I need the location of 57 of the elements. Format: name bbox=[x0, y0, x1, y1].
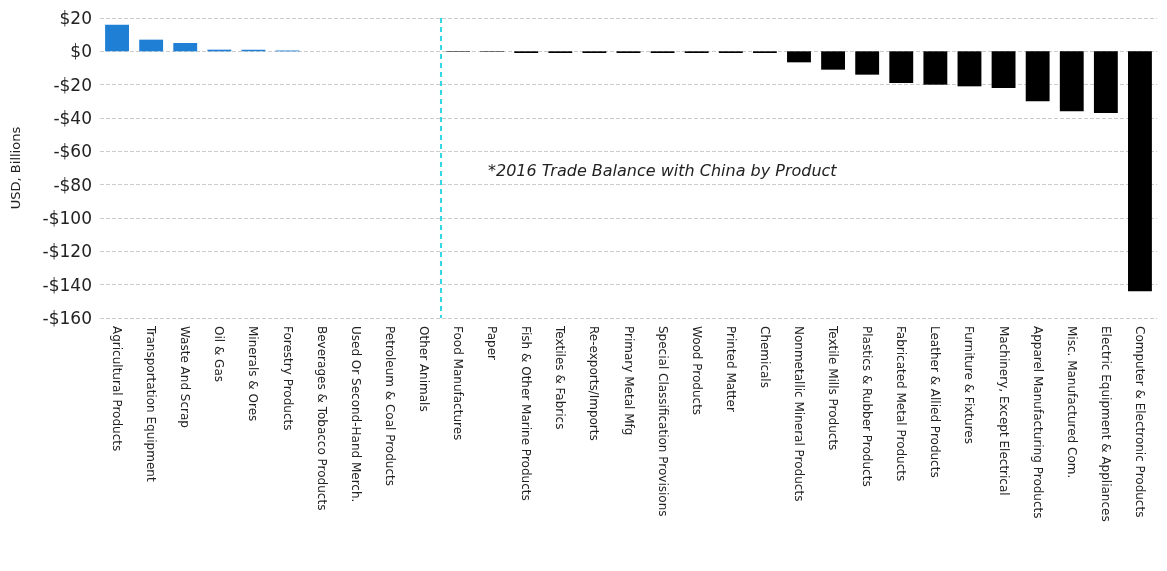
y-tick-label: -$60 bbox=[53, 141, 92, 162]
bar bbox=[991, 51, 1016, 88]
bar bbox=[787, 51, 811, 63]
x-tick-label: Primary Metal Mfg bbox=[621, 326, 636, 436]
x-tick-label: Oil & Gas bbox=[212, 326, 227, 383]
x-tick-label: Misc. Manufactured Com. bbox=[1064, 326, 1079, 479]
x-tick-label: Leather & Allied Products bbox=[928, 326, 943, 478]
x-tick-label: Nonmetallic Mineral Products bbox=[791, 326, 806, 502]
x-tick-label: Minerals & Ores bbox=[246, 326, 261, 422]
y-tick-label: -$40 bbox=[53, 108, 92, 128]
x-tick-label: Transportation Equipment bbox=[144, 325, 159, 482]
y-tick-label: $0 bbox=[70, 41, 92, 62]
bar bbox=[1059, 51, 1084, 112]
y-tick-label: -$120 bbox=[42, 241, 92, 262]
bar bbox=[923, 51, 948, 85]
bar bbox=[957, 51, 982, 87]
bar bbox=[821, 51, 846, 70]
x-tick-label: Wood Products bbox=[689, 326, 704, 416]
y-tick-label: $20 bbox=[59, 8, 92, 28]
x-tick-label: Chemicals bbox=[757, 326, 772, 388]
x-tick-label: Plastics & Rubber Products bbox=[860, 326, 875, 487]
bar bbox=[173, 43, 198, 52]
x-tick-label: Machinery, Except Electrical bbox=[996, 326, 1011, 496]
bar bbox=[889, 51, 914, 83]
x-tick-label: Paper bbox=[485, 326, 500, 361]
x-tick-label: Computer & Electronic Products bbox=[1132, 326, 1147, 518]
x-tick-label: Special Classification Provisions bbox=[655, 326, 670, 517]
x-tick-label: Furniture & Fixtures bbox=[962, 326, 977, 444]
x-tick-label: Printed Matter bbox=[723, 326, 738, 412]
x-tick-label: Forestry Products bbox=[280, 326, 295, 431]
bar bbox=[1025, 51, 1050, 102]
x-tick-label: Food Manufactures bbox=[451, 326, 466, 441]
x-tick-label: Textile Mills Products bbox=[826, 325, 841, 451]
y-tick-label: -$160 bbox=[42, 308, 92, 328]
x-tick-label: Used Or Second-Hand Merch. bbox=[348, 326, 363, 503]
x-tick-label: Fish & Other Marine Products bbox=[519, 326, 534, 501]
bar bbox=[1128, 51, 1152, 292]
bar bbox=[1093, 51, 1118, 113]
x-tick-label: Electric Equipment & Appliances bbox=[1098, 326, 1113, 522]
y-tick-label: -$20 bbox=[53, 74, 92, 95]
bar bbox=[855, 51, 880, 75]
x-tick-label: Apparel Manufacturing Products bbox=[1030, 326, 1045, 519]
x-tick-label: Agricultural Products bbox=[110, 326, 125, 452]
x-tick-label: Re-exports/Imports bbox=[587, 326, 602, 441]
x-tick-label: Other Animals bbox=[416, 326, 431, 412]
annotation: *2016 Trade Balance with China by Product bbox=[488, 160, 838, 180]
y-tick-label: -$140 bbox=[42, 274, 92, 295]
x-tick-label: Beverages & Tobacco Products bbox=[314, 326, 329, 511]
x-tick-label: Fabricated Metal Products bbox=[894, 326, 909, 482]
y-tick-label: -$80 bbox=[53, 174, 92, 195]
x-tick-label: Waste And Scrap bbox=[178, 326, 193, 428]
x-tick-label: Petroleum & Coal Products bbox=[382, 326, 397, 486]
bar bbox=[139, 39, 164, 52]
y-axis-title: USD, Billions bbox=[8, 126, 23, 210]
bar bbox=[105, 24, 129, 52]
y-tick-label: -$100 bbox=[42, 208, 92, 228]
x-tick-label: Textiles & Fabrics bbox=[553, 325, 568, 430]
